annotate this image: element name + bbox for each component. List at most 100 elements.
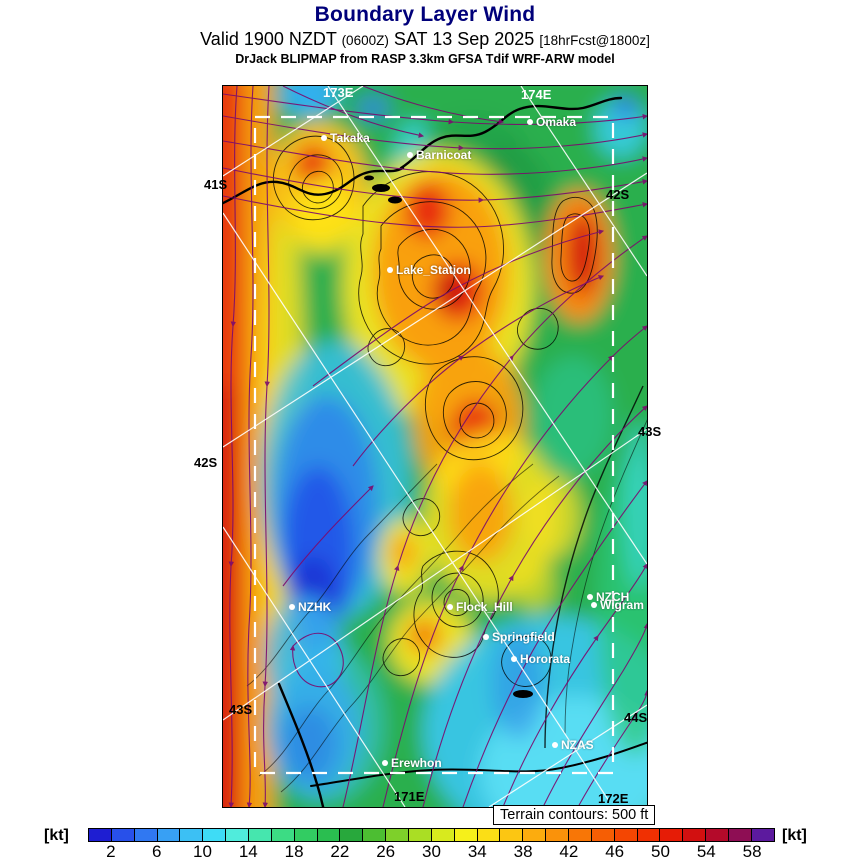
zulu-time: (0600Z) [341,33,389,48]
place-label: Barnicoat [416,148,472,162]
place-label: Flock_Hill [456,600,513,614]
colorbar-segment-26-28kt [386,829,410,841]
colorbar-segment-50-52kt [660,829,684,841]
colorbar-segment-40-42kt [546,829,570,841]
wind-speed-field [223,86,647,807]
colorbar-tick-42: 42 [559,842,579,860]
place-dot [321,135,327,141]
place-label: Hororata [520,652,571,666]
colorbar-segment-10-12kt [203,829,227,841]
colorbar-tick-labels: 2 6 10 14 18 22 26 30 34 38 42 46 50 54 58 [88,842,775,860]
place-dot [382,760,388,766]
place-label: Takaka [330,131,370,145]
grid-label-43s: 43S [229,702,253,717]
colorbar-tick-26: 26 [376,842,396,860]
colorbar-tick-34: 34 [467,842,487,860]
colorbar-segment-42-44kt [569,829,592,841]
colorbar-tick-2: 2 [106,842,116,860]
valid-time-line: Valid 1900 NZDT (0600Z) SAT 13 Sep 2025 … [0,29,850,50]
colorbar-segment-24-26kt [363,829,387,841]
place-label: NZHK [298,600,332,614]
place-dot [447,604,453,610]
colorbar-segment-48-50kt [637,829,661,841]
colorbar-segment-4-6kt [134,829,158,841]
colorbar-segment-16-18kt [271,829,295,841]
place-label: Springfield [492,630,555,644]
forecast-offset: [18hrFcst@1800z] [539,33,650,48]
valid-date: SAT 13 Sep 2025 [393,29,535,49]
colorbar-tick-30: 30 [422,842,441,860]
place-dot [591,602,597,608]
place-marker-takaka: Takaka [321,131,370,145]
colorbar-segment-18-20kt [294,829,318,841]
place-marker-omaka: Omaka [527,115,576,129]
page-title: Boundary Layer Wind [314,3,536,26]
colorbar-tick-14: 14 [238,842,258,860]
colorbar-tick-6: 6 [151,842,162,860]
header: Boundary Layer Wind Valid 1900 NZDT (060… [0,0,850,66]
colorbar-segment-54-56kt [706,829,730,841]
place-dot [552,742,558,748]
colorbar-segment-12-14kt [226,829,250,841]
colorbar-segment-52-54kt [683,829,707,841]
colorbar-segment-46-48kt [614,829,638,841]
place-marker-hororata: Hororata [511,652,570,666]
grid-label-42s: 42S [194,455,218,470]
place-label: Erewhon [391,756,442,770]
model-domain-dashed-box [253,115,615,775]
place-marker-lake_station: Lake_Station [387,263,471,277]
colorbar-tick-46: 46 [605,842,625,860]
colorbar-segment-44-46kt [591,829,615,841]
colorbar-tick-38: 38 [513,842,533,860]
colorbar-segment-6-8kt [157,829,181,841]
place-marker-barnicoat: Barnicoat [407,148,471,162]
colorbar-segment-14-16kt [249,829,272,841]
colorbar-segment-38-40kt [523,829,547,841]
place-marker-nzhk: NZHK [289,600,331,614]
colorbar-tick-58: 58 [742,842,762,860]
place-label: Wigram [600,598,644,612]
colorbar-segment-30-32kt [431,829,455,841]
grid-label-44s: 44S [624,710,648,725]
grid-label-173e: 173E [323,85,354,100]
colorbar-tick-54: 54 [696,842,716,860]
colorbar-unit-left: [kt] [44,827,69,844]
colorbar-segment-8-10kt [180,829,204,841]
lat-lon-graticule [223,86,647,807]
colorbar-tick-18: 18 [284,842,304,860]
wind-field-artwork [223,86,647,807]
place-label: Omaka [536,115,577,129]
place-dot [483,634,489,640]
place-dot [587,594,593,600]
terrain-contours-note: Terrain contours: 500 ft [493,805,656,825]
grid-label-42s: 42S [606,187,630,202]
place-dot [289,604,295,610]
colorbar-segment-56-58kt [729,829,752,841]
place-marker-nzas: NZAS [552,738,594,752]
place-dot [387,267,393,273]
place-marker-flock_hill: Flock_Hill [447,600,513,614]
grid-label-43s: 43S [638,424,662,439]
wind-streamlines [223,86,647,807]
colorbar-unit-right: [kt] [782,827,807,844]
place-dot [527,119,533,125]
wind-speed-colorbar [88,828,775,842]
grid-label-174e: 174E [521,87,552,102]
place-label: NZAS [561,738,594,752]
model-attribution-line: DrJack BLIPMAP from RASP 3.3km GFSA Tdif… [235,52,615,66]
place-dot [407,152,413,158]
colorbar-segment-28-30kt [409,829,432,841]
colorbar-segment-58-60kt [751,829,774,841]
grid-label-171e: 171E [394,789,425,804]
colorbar-segment-2-4kt [111,829,135,841]
colorbar-segment-20-22kt [317,829,341,841]
colorbar-segment-32-34kt [454,829,478,841]
place-dot [511,656,517,662]
colorbar-segment-34-36kt [477,829,501,841]
place-marker-springfield: Springfield [483,630,555,644]
valid-label: Valid 1900 NZDT [200,29,337,49]
grid-label-41s: 41S [204,177,228,192]
colorbar-segment-22-24kt [340,829,364,841]
forecast-map [222,85,648,808]
